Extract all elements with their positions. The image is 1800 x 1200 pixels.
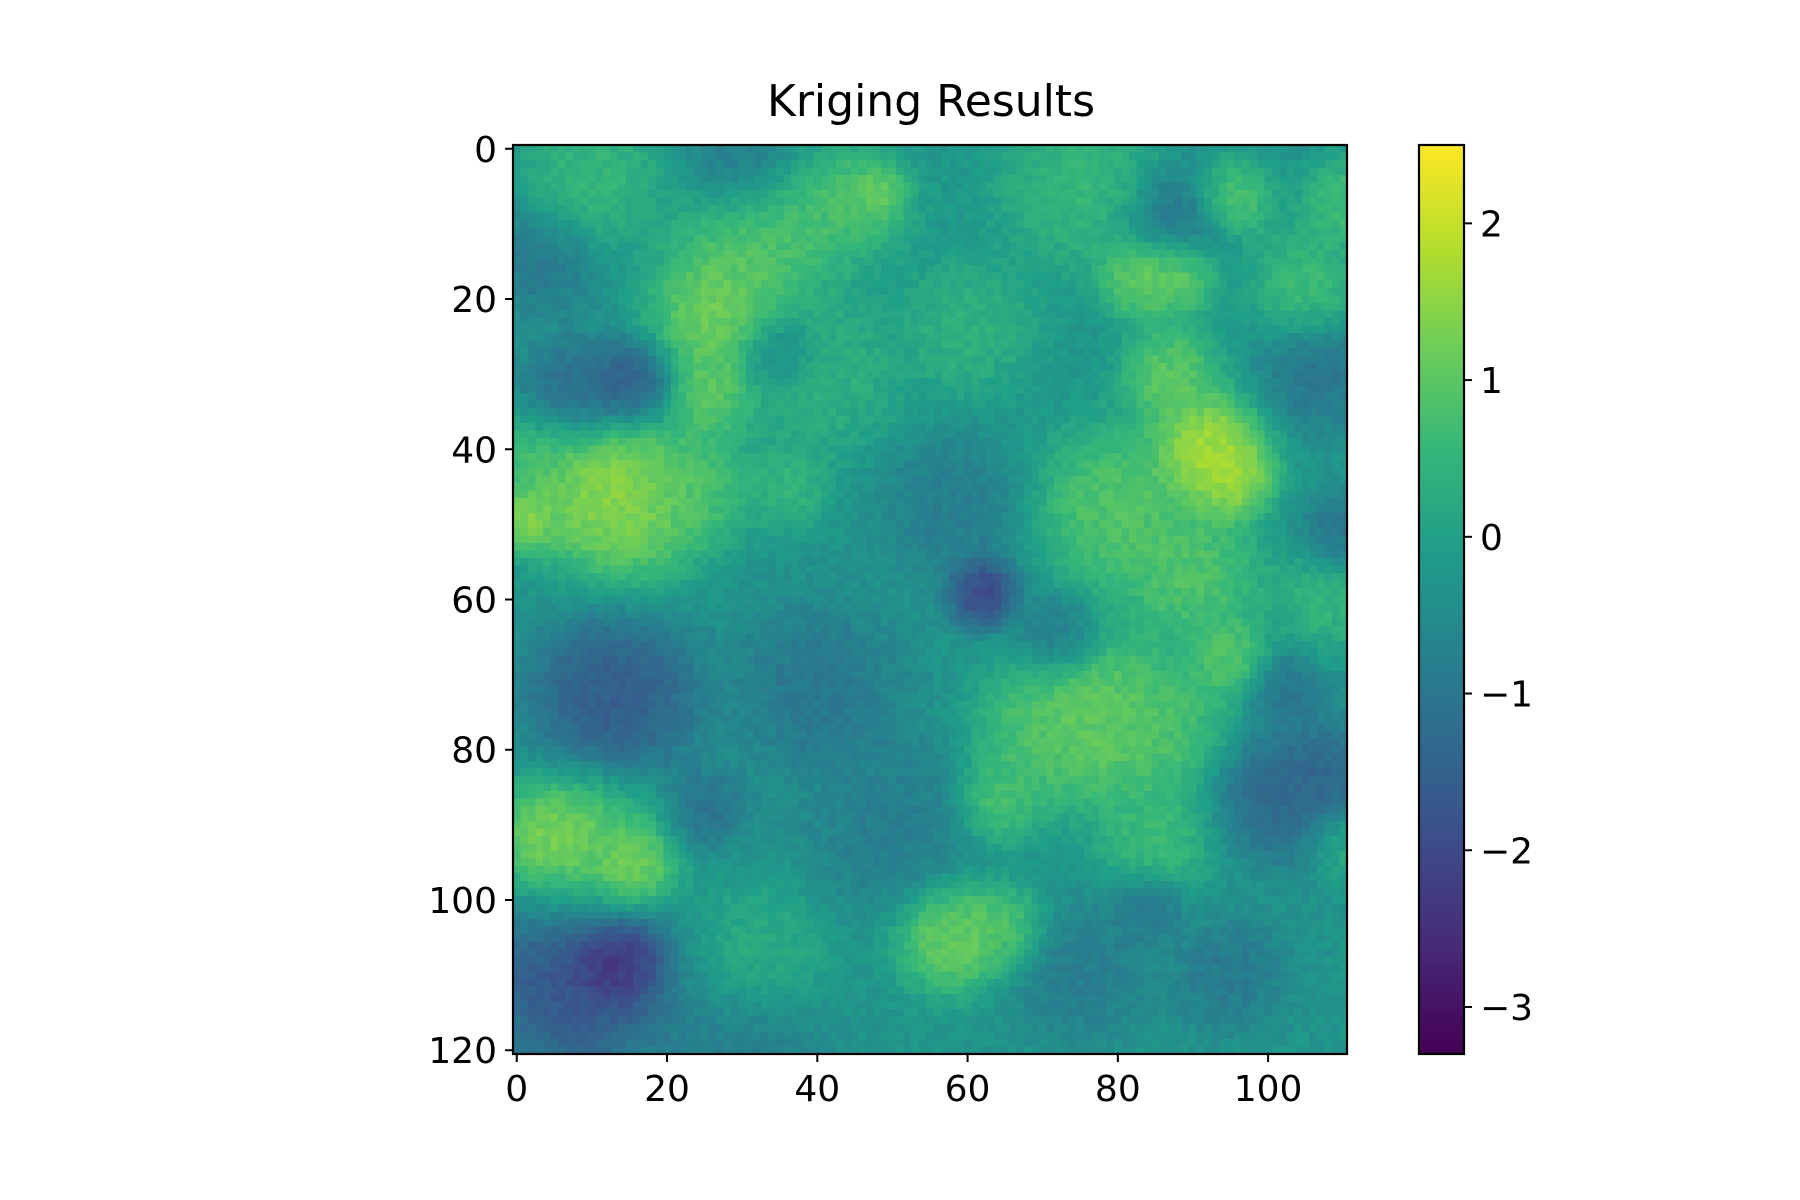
- colorbar-gradient: [1419, 145, 1464, 1054]
- colorbar-tick-label: −3: [1480, 988, 1533, 1029]
- x-tick-label: 60: [945, 1069, 991, 1110]
- y-tick-label: 60: [451, 581, 497, 622]
- colorbar-tick-label: 2: [1480, 204, 1503, 245]
- y-tick-label: 0: [474, 130, 497, 171]
- x-tick-label: 80: [1095, 1069, 1141, 1110]
- x-tick-label: 20: [644, 1069, 690, 1110]
- y-tick-label: 20: [451, 280, 497, 321]
- y-tick-label: 120: [428, 1031, 497, 1072]
- x-axis: 0 20 40 60 80 100: [505, 1054, 1302, 1110]
- colorbar-tick-label: 0: [1480, 518, 1503, 559]
- heatmap-plot-area: [511, 143, 1349, 1056]
- colorbar-tick-label: 1: [1480, 361, 1503, 402]
- x-tick-label: 100: [1234, 1069, 1303, 1110]
- y-tick-label: 100: [428, 881, 497, 922]
- colorbar-tick-label: −2: [1480, 831, 1533, 872]
- colorbar-axis: 2 1 0 −1 −2 −3: [1464, 204, 1533, 1029]
- y-axis: 0 20 40 60 80 100 120: [428, 130, 513, 1072]
- y-tick-label: 80: [451, 731, 497, 772]
- heatmap-image: [513, 145, 1347, 1054]
- colorbar-frame: [1417, 143, 1466, 1056]
- colorbar: 2 1 0 −1 −2 −3: [1417, 143, 1533, 1056]
- x-tick-label: 40: [794, 1069, 840, 1110]
- chart-title: Kriging Results: [767, 76, 1095, 127]
- colorbar-tick-label: −1: [1480, 675, 1533, 716]
- y-tick-label: 40: [451, 430, 497, 471]
- x-tick-label: 0: [505, 1069, 528, 1110]
